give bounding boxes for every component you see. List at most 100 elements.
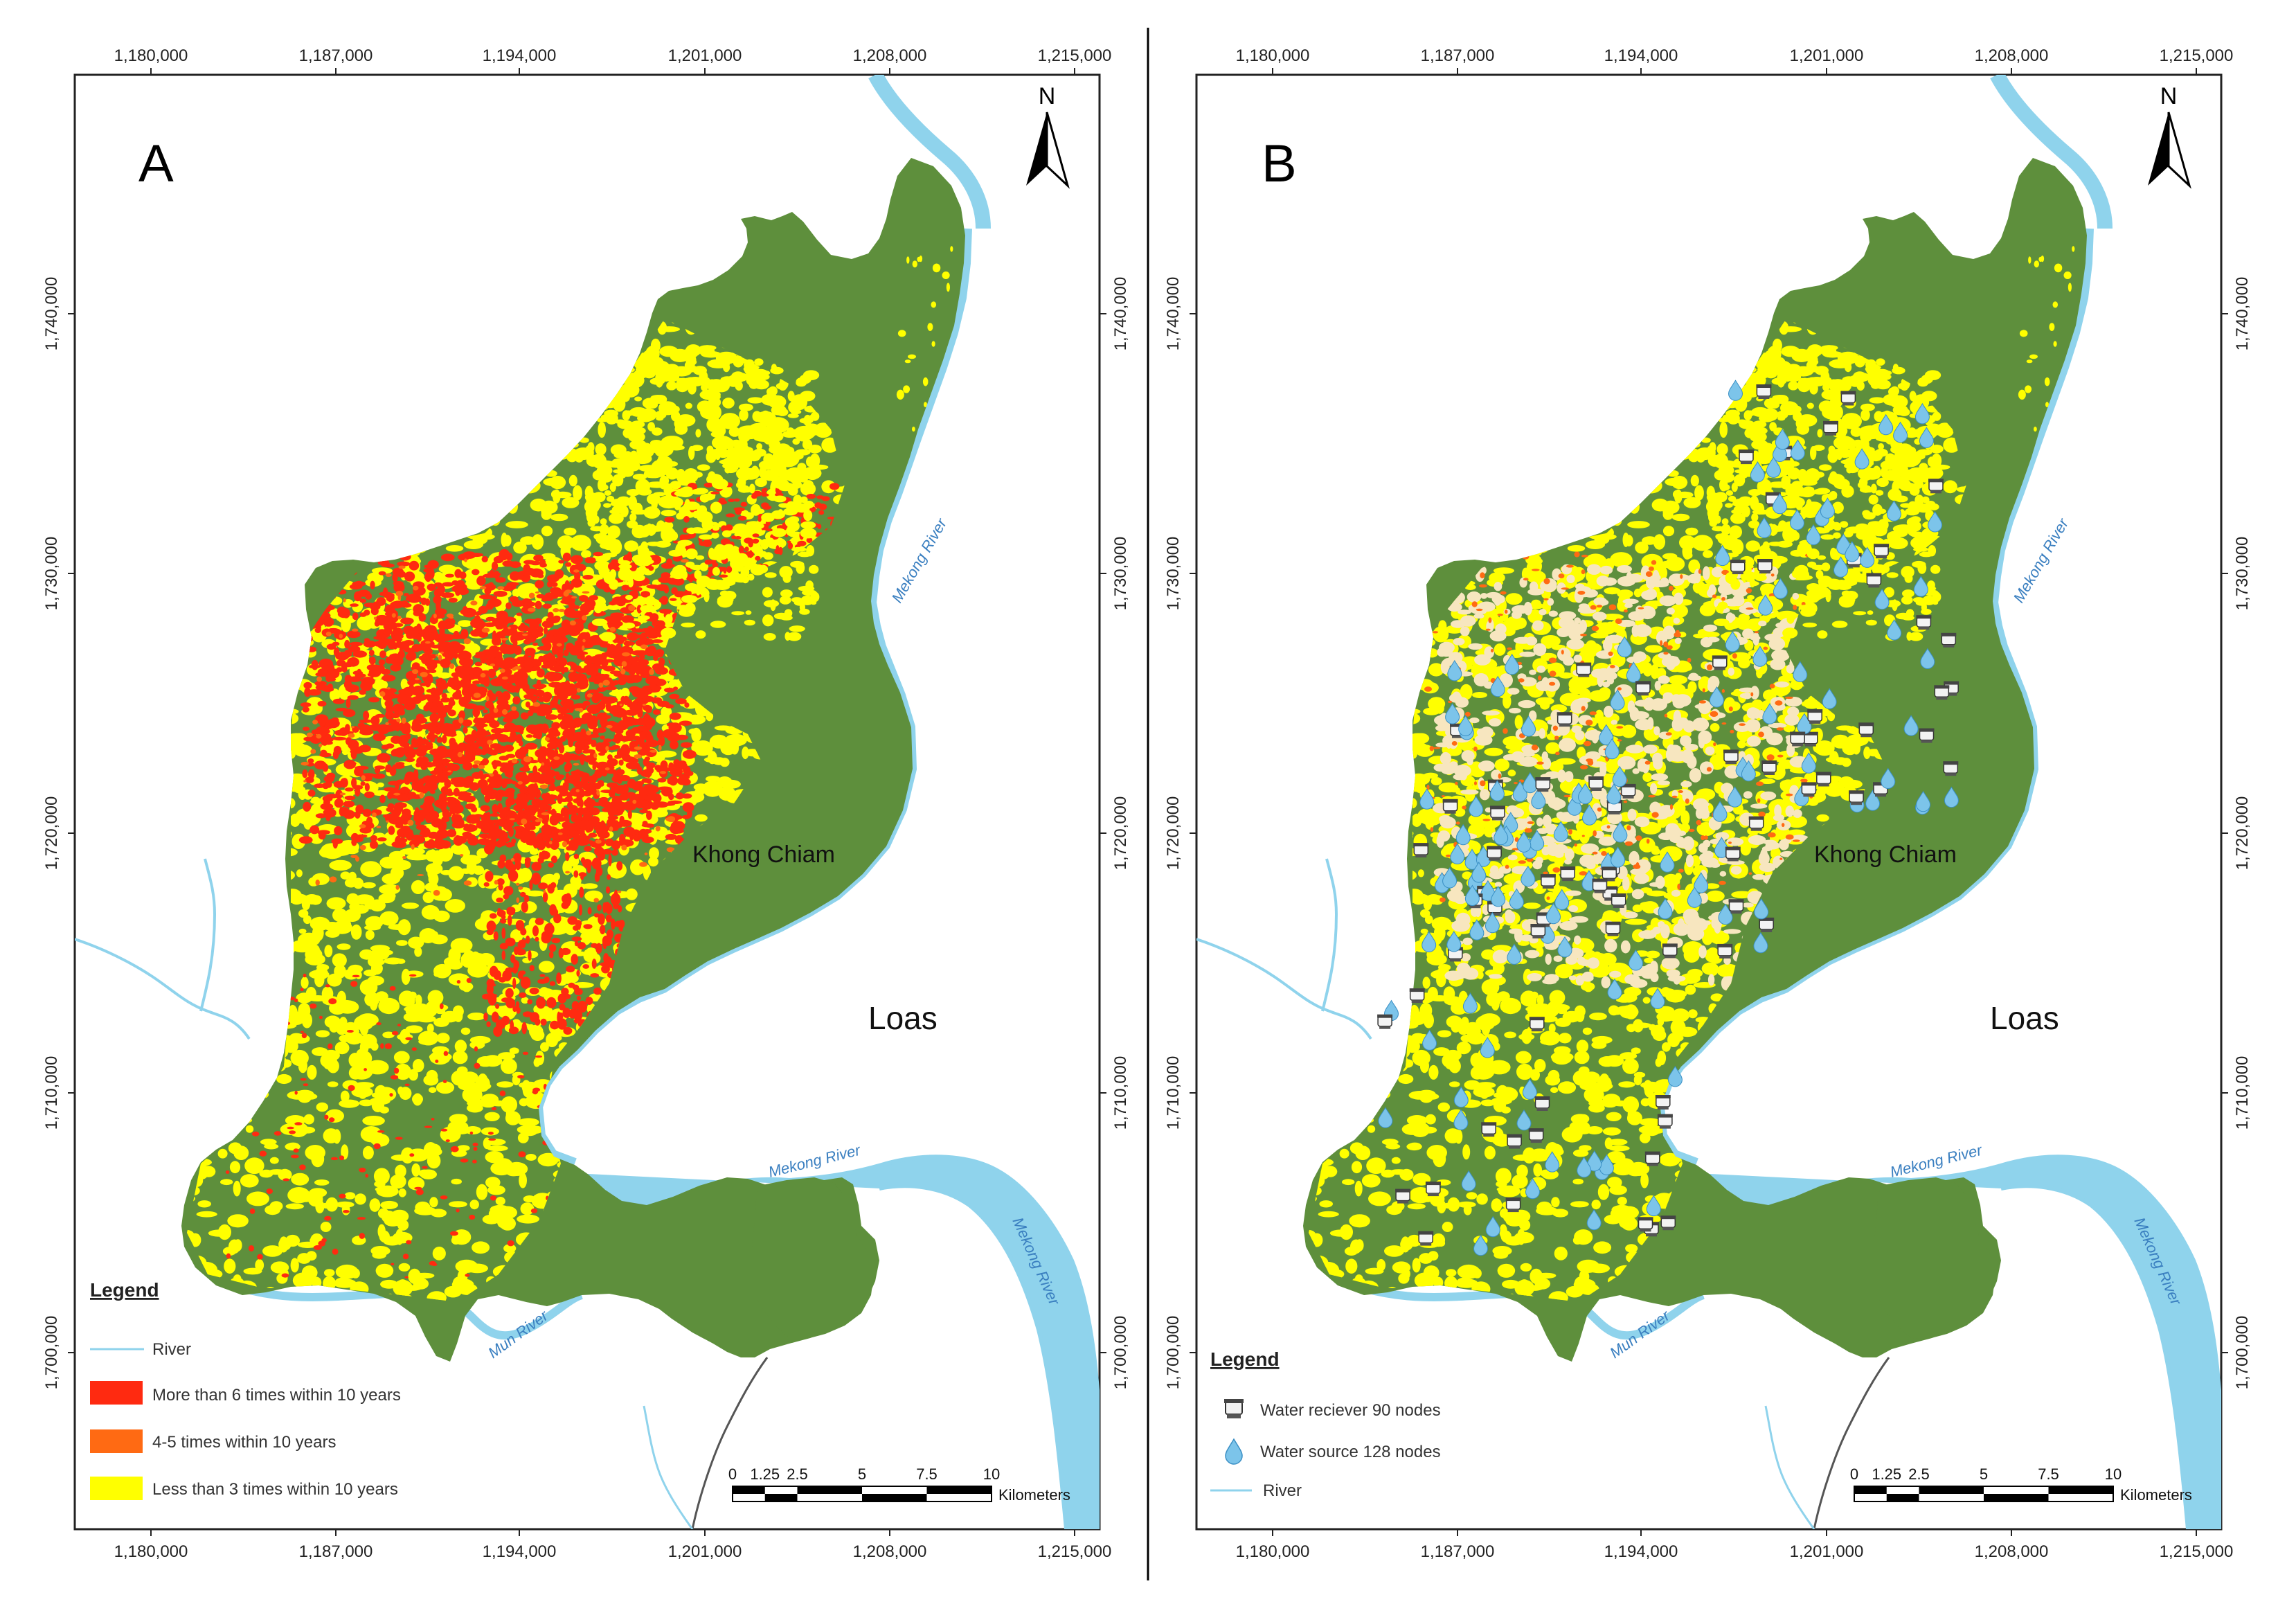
land-patch (380, 1200, 398, 1209)
land-patch (627, 778, 636, 789)
land-patch (300, 702, 312, 708)
land-patch (679, 774, 690, 781)
land-patch (589, 931, 602, 938)
land-patch (314, 783, 325, 788)
land-patch (351, 1268, 360, 1278)
land-patch (318, 831, 326, 840)
land-patch (685, 344, 701, 357)
land-patch (364, 609, 370, 616)
land-patch (472, 1082, 492, 1090)
land-patch (424, 564, 431, 569)
land-patch (401, 968, 411, 985)
land-patch (657, 778, 667, 783)
land-patch (599, 524, 609, 535)
land-patch (296, 992, 313, 1004)
land-patch (307, 758, 314, 763)
land-patch (378, 893, 395, 904)
x-tick-label: 1,187,000 (299, 46, 373, 65)
land-patch (462, 1087, 483, 1103)
land-patch (502, 560, 514, 567)
land-patch (620, 688, 630, 698)
land-patch (454, 569, 462, 578)
land-patch (472, 535, 488, 544)
land-patch (679, 720, 692, 726)
land-patch (224, 1258, 236, 1274)
land-patch (640, 699, 646, 705)
land-patch (512, 696, 521, 705)
land-patch (246, 1191, 269, 1206)
land-patch (501, 533, 508, 547)
land-patch (368, 650, 375, 657)
land-patch (442, 582, 454, 587)
land-patch (610, 612, 625, 618)
land-patch (427, 1024, 434, 1033)
land-patch (363, 711, 370, 720)
land-patch (379, 1230, 390, 1242)
land-patch (496, 1081, 514, 1088)
land-patch (604, 686, 617, 690)
land-patch (517, 571, 524, 580)
land-patch (480, 805, 490, 812)
land-patch (501, 616, 517, 623)
land-patch (348, 894, 358, 902)
land-patch (337, 660, 346, 665)
land-patch (460, 855, 482, 866)
land-patch (355, 765, 369, 770)
land-patch (440, 840, 451, 849)
land-patch (806, 456, 814, 467)
land-patch (499, 1216, 516, 1231)
land-patch (637, 488, 652, 496)
x-tick-label: 1,187,000 (299, 1542, 373, 1561)
land-patch (540, 1042, 549, 1052)
land-patch (329, 1022, 339, 1033)
land-patch (322, 922, 342, 931)
land-patch (405, 1025, 423, 1033)
land-patch (517, 1125, 533, 1134)
land-patch (411, 1163, 420, 1177)
land-patch (379, 650, 386, 659)
land-patch (474, 661, 483, 667)
land-patch (487, 571, 501, 578)
land-patch (364, 791, 375, 799)
land-patch (291, 1173, 310, 1186)
land-patch (228, 1142, 242, 1155)
land-patch (408, 1268, 421, 1284)
land-patch (571, 555, 583, 564)
land-patch (301, 1126, 316, 1134)
land-patch (409, 991, 417, 999)
land-patch (649, 685, 662, 691)
land-patch (302, 727, 310, 731)
land-patch (618, 759, 624, 766)
land-patch (503, 1244, 517, 1253)
land-patch (243, 1267, 262, 1275)
land-patch (364, 638, 370, 643)
land-patch (334, 1277, 349, 1287)
land-patch (505, 602, 512, 609)
land-patch (553, 590, 560, 597)
land-patch (373, 1061, 385, 1072)
land-patch (244, 1157, 264, 1175)
land-patch (350, 749, 357, 760)
land-patch (372, 1251, 386, 1259)
land-patch (346, 823, 364, 838)
land-patch (368, 697, 380, 703)
land-patch (419, 928, 438, 943)
land-patch (511, 781, 517, 785)
land-patch (352, 650, 367, 658)
land-patch (611, 745, 620, 749)
land-patch (395, 860, 411, 871)
land-patch (350, 1064, 373, 1080)
land-patch (429, 1197, 438, 1208)
y-tick-label: 1,700,000 (1111, 1316, 1130, 1390)
land-patch (712, 757, 726, 765)
land-patch (649, 847, 659, 859)
land-patch (343, 709, 356, 718)
land-patch (440, 870, 453, 875)
land-patch (325, 780, 332, 788)
land-patch (433, 963, 451, 979)
land-patch (587, 442, 595, 453)
land-patch (660, 672, 674, 681)
land-patch (562, 552, 571, 562)
land-patch (652, 832, 668, 840)
land-patch (307, 933, 321, 940)
